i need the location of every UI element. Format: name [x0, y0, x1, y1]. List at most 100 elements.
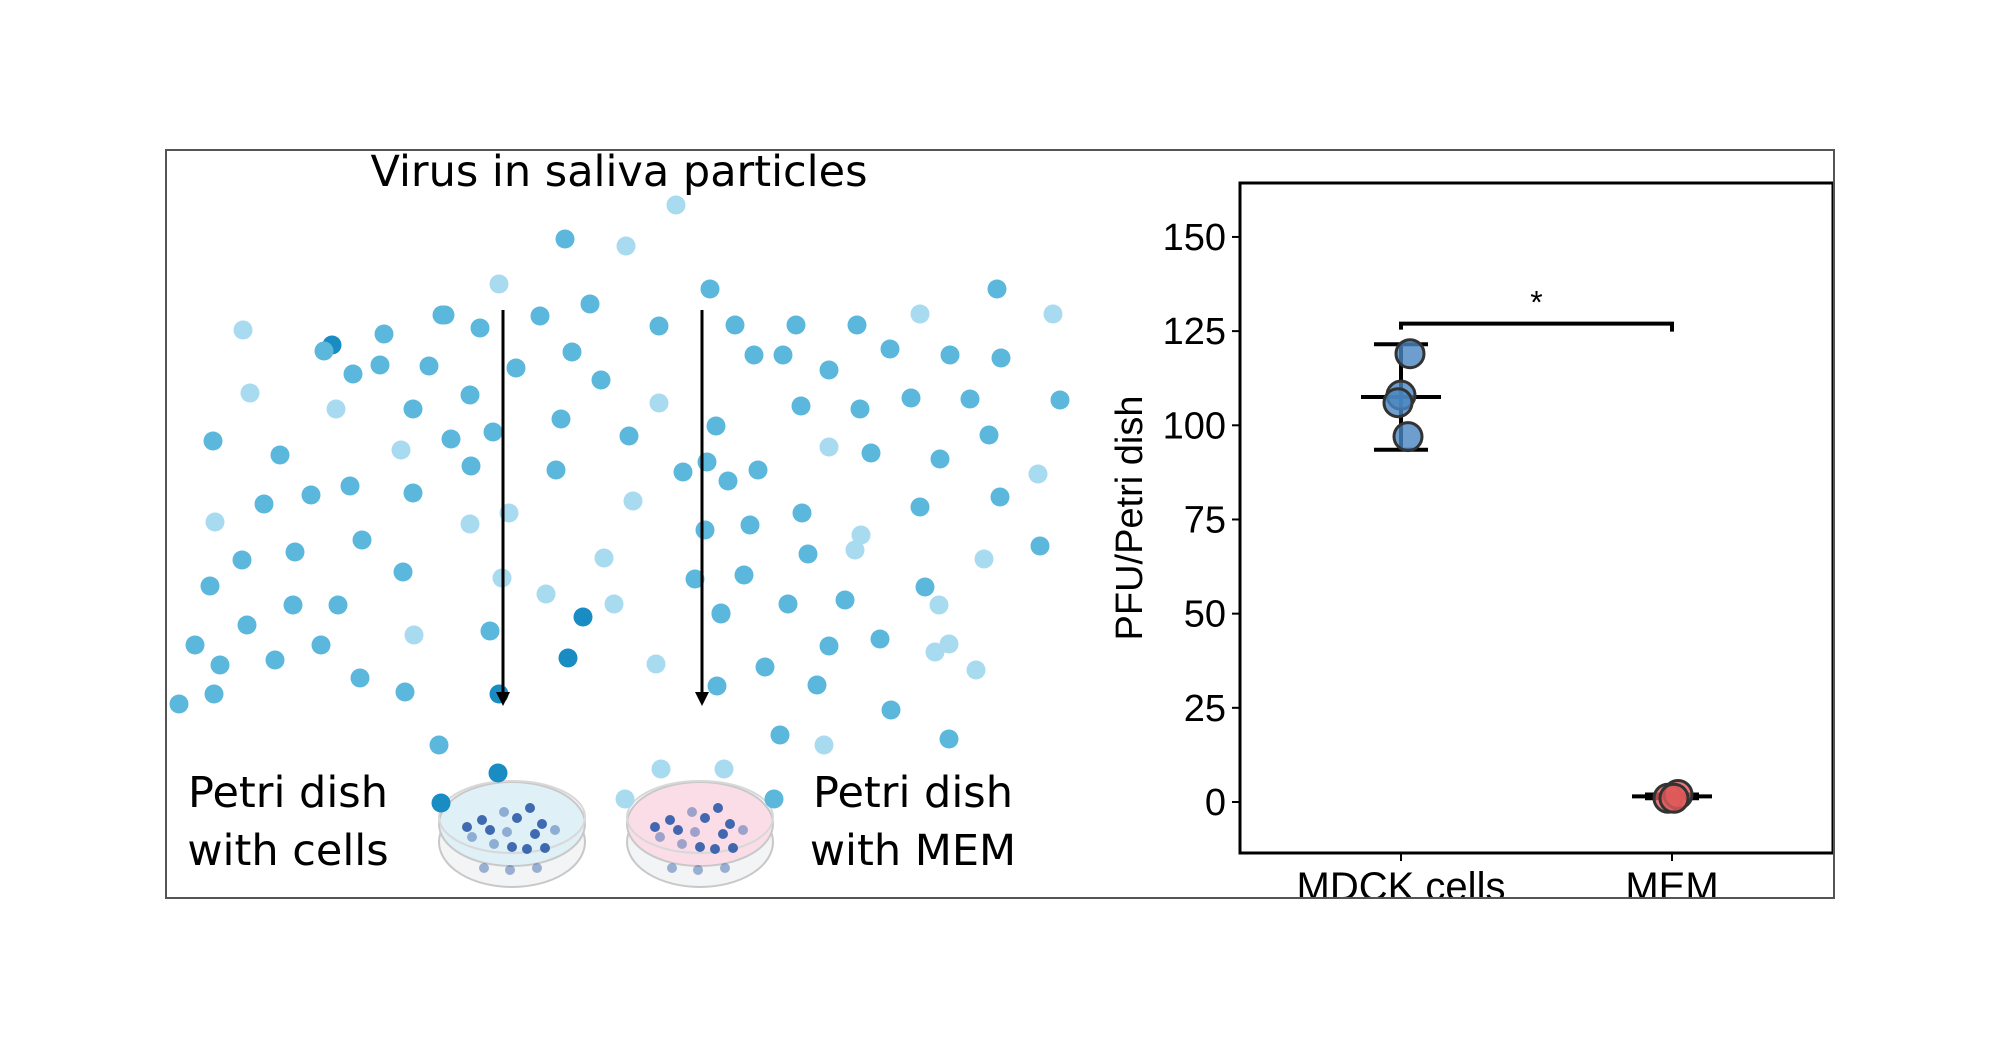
- virus-particle: [301, 485, 321, 505]
- virus-particle: [966, 660, 986, 680]
- virus-particle: [374, 324, 394, 344]
- virus-particle: [441, 429, 461, 449]
- virus-particle: [470, 318, 490, 338]
- cell-dot: [502, 827, 512, 837]
- virus-particle: [960, 389, 980, 409]
- virus-particle: [792, 503, 812, 523]
- virus-particle: [326, 399, 346, 419]
- cell-dot: [725, 819, 735, 829]
- virus-particle: [695, 520, 715, 540]
- virus-particle: [819, 360, 839, 380]
- significance-bracket: *: [1399, 285, 1674, 332]
- virus-particle: [340, 476, 360, 496]
- virus-particle: [807, 675, 827, 695]
- virus-particle: [343, 364, 363, 384]
- schematic-title: Virus in saliva particles: [371, 151, 868, 197]
- y-tick-label: 25: [1184, 688, 1226, 730]
- virus-particle: [233, 320, 253, 340]
- virus-particle: [651, 759, 671, 779]
- virus-particle: [314, 341, 334, 361]
- virus-particle: [791, 396, 811, 416]
- virus-particle: [798, 544, 818, 564]
- cell-dot: [462, 822, 472, 832]
- virus-particle: [328, 595, 348, 615]
- virus-particle: [580, 294, 600, 314]
- data-point: [1392, 421, 1424, 453]
- cell-dot: [655, 832, 665, 842]
- cell-dot: [532, 863, 542, 873]
- virus-particle: [979, 425, 999, 445]
- significance-label: *: [1530, 285, 1542, 321]
- left-dish-label-line1: Petri dish: [188, 768, 388, 818]
- virus-particle: [786, 315, 806, 335]
- virus-particle: [185, 635, 205, 655]
- virus-particle: [488, 763, 508, 783]
- virus-particle: [210, 655, 230, 675]
- virus-particle: [929, 595, 949, 615]
- virus-particle: [990, 487, 1010, 507]
- virus-particle: [460, 514, 480, 534]
- virus-particles: [169, 195, 1070, 755]
- virus-particle: [1043, 304, 1063, 324]
- virus-particle: [311, 635, 331, 655]
- virus-particle: [649, 393, 669, 413]
- cell-dot: [537, 819, 547, 829]
- error-bars: [1361, 342, 1712, 801]
- virus-particle: [744, 345, 764, 365]
- cell-dot: [505, 865, 515, 875]
- virus-particle: [530, 306, 550, 326]
- virus-particle: [203, 431, 223, 451]
- virus-particle: [881, 700, 901, 720]
- virus-particle: [880, 339, 900, 359]
- virus-particle: [847, 315, 867, 335]
- virus-particle: [254, 494, 274, 514]
- cell-dot: [525, 803, 535, 813]
- data-point: [1394, 338, 1426, 370]
- y-tick-label: 75: [1184, 499, 1226, 541]
- virus-particle: [562, 342, 582, 362]
- x-tick-label: MEM: [1625, 865, 1718, 897]
- virus-particle: [706, 416, 726, 436]
- cell-dot: [713, 803, 723, 813]
- virus-particle: [461, 456, 481, 476]
- virus-particle: [707, 676, 727, 696]
- y-tick-label: 150: [1163, 217, 1226, 259]
- virus-particle: [711, 603, 731, 623]
- virus-particle: [460, 385, 480, 405]
- virus-particle: [940, 345, 960, 365]
- cell-dot: [700, 813, 710, 823]
- cell-dot: [667, 863, 677, 873]
- virus-particle: [939, 729, 959, 749]
- virus-particle: [991, 348, 1011, 368]
- dish-lid-rim: [626, 780, 774, 854]
- virus-particle: [714, 759, 734, 779]
- cell-dot: [695, 842, 705, 852]
- virus-particle: [352, 530, 372, 550]
- dish-lid-rim: [438, 780, 586, 854]
- virus-particle: [861, 443, 881, 463]
- virus-particle: [555, 229, 575, 249]
- virus-particle: [725, 315, 745, 335]
- virus-particle: [925, 642, 945, 662]
- virus-particle: [403, 399, 423, 419]
- petri-dish-cells-icon: [438, 780, 586, 888]
- data-point: [1382, 387, 1414, 419]
- virus-particle: [551, 409, 571, 429]
- figure-frame: Virus in saliva particles Petri dish wit…: [165, 149, 1835, 899]
- y-tick-label: 125: [1163, 311, 1226, 353]
- virus-particle: [748, 460, 768, 480]
- virus-particle: [232, 550, 252, 570]
- schematic-panel: Virus in saliva particles Petri dish wit…: [169, 151, 1070, 888]
- virus-particle: [431, 793, 451, 813]
- virus-particle: [646, 654, 666, 674]
- virus-particle: [270, 445, 290, 465]
- virus-particle: [901, 388, 921, 408]
- virus-particle: [619, 426, 639, 446]
- cell-dot: [710, 844, 720, 854]
- virus-particle: [350, 668, 370, 688]
- petri-dish-mem-icon: [626, 780, 774, 888]
- virus-particle: [370, 355, 390, 375]
- virus-particle: [850, 399, 870, 419]
- y-tick-label: 50: [1184, 594, 1226, 636]
- virus-particle: [558, 648, 578, 668]
